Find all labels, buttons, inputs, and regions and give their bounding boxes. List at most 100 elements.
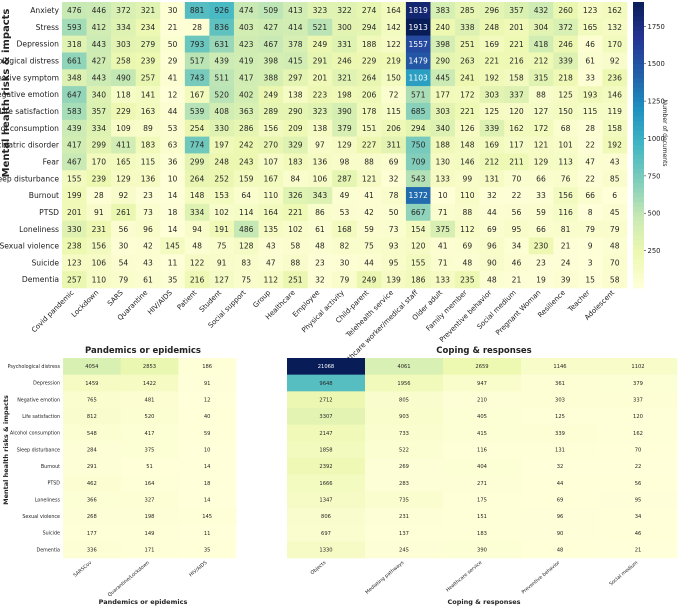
cell-value: 522 bbox=[399, 448, 409, 454]
heat-cell bbox=[599, 424, 678, 442]
cell-value: 142 bbox=[386, 23, 401, 32]
cell-value: 647 bbox=[67, 90, 82, 99]
cell-value: 709 bbox=[411, 158, 426, 167]
cell-value: 390 bbox=[477, 548, 487, 554]
cell-value: 417 bbox=[145, 431, 155, 437]
heat-cell bbox=[209, 69, 235, 87]
heat-cell bbox=[178, 508, 237, 525]
heat-cell bbox=[62, 187, 87, 205]
cell-value: 133 bbox=[436, 174, 451, 183]
cell-value: 246 bbox=[337, 57, 352, 66]
cell-value: 774 bbox=[190, 141, 205, 150]
cell-value: 75 bbox=[364, 242, 374, 251]
heat-cell bbox=[528, 136, 554, 154]
heat-cell bbox=[528, 237, 554, 255]
heat-cell bbox=[602, 254, 628, 272]
row-label: PTSD bbox=[47, 481, 60, 487]
cell-value: 291 bbox=[313, 57, 328, 66]
heat-cell bbox=[209, 220, 235, 238]
cell-value: 750 bbox=[411, 141, 426, 150]
heat-cell bbox=[381, 18, 407, 36]
row-label: Negative emotion bbox=[0, 90, 59, 99]
heat-cell bbox=[602, 35, 628, 53]
heat-cell bbox=[443, 358, 522, 375]
cell-value: 361 bbox=[555, 381, 565, 387]
cell-value: 71 bbox=[438, 208, 448, 217]
heat-cell bbox=[86, 69, 112, 87]
cell-value: 338 bbox=[460, 23, 475, 32]
heat-cell bbox=[405, 102, 431, 121]
heat-cell bbox=[287, 491, 366, 509]
cell-value: 156 bbox=[264, 124, 279, 133]
cell-value: 51 bbox=[146, 464, 153, 470]
cell-value: 234 bbox=[141, 23, 156, 32]
cell-value: 667 bbox=[411, 208, 426, 217]
heat-cell bbox=[160, 237, 186, 255]
heat-cell bbox=[504, 220, 530, 238]
colorbar-segment bbox=[633, 102, 644, 108]
heat-cell bbox=[381, 2, 407, 20]
heat-cell bbox=[233, 102, 259, 121]
heat-cell bbox=[504, 69, 530, 87]
heat-cell bbox=[86, 271, 112, 289]
cell-value: 113 bbox=[558, 158, 573, 167]
heat-cell bbox=[479, 220, 505, 238]
cell-value: 127 bbox=[534, 107, 549, 116]
cell-value: 446 bbox=[92, 6, 107, 15]
heat-cell bbox=[356, 170, 382, 188]
colorbar-segment bbox=[633, 68, 644, 74]
cell-value: 34 bbox=[635, 514, 642, 520]
cell-value: 543 bbox=[411, 174, 426, 183]
colorbar-segment bbox=[633, 49, 644, 55]
cell-value: 30 bbox=[340, 259, 350, 268]
heat-cell bbox=[443, 524, 522, 542]
cell-value: 903 bbox=[399, 414, 409, 420]
cell-value: 239 bbox=[141, 57, 156, 66]
heat-cell bbox=[184, 136, 210, 154]
cell-value: 261 bbox=[116, 208, 131, 217]
cell-value: 150 bbox=[558, 107, 573, 116]
heat-cell bbox=[577, 18, 603, 36]
heat-cell bbox=[209, 187, 235, 205]
cell-value: 1422 bbox=[143, 381, 156, 387]
heat-cell bbox=[111, 203, 136, 222]
heat-cell bbox=[356, 69, 382, 87]
cell-value: 99 bbox=[462, 174, 472, 183]
cell-value: 251 bbox=[288, 275, 303, 284]
cell-value: 169 bbox=[485, 141, 500, 150]
cell-value: 155 bbox=[411, 259, 426, 268]
heat-cell bbox=[365, 358, 444, 375]
cell-value: 162 bbox=[633, 431, 643, 437]
heat-cell bbox=[430, 187, 456, 205]
cell-value: 14 bbox=[168, 191, 178, 200]
heat-cell bbox=[62, 271, 87, 289]
cell-value: 263 bbox=[460, 57, 475, 66]
heat-cell bbox=[283, 2, 308, 20]
heat-cell bbox=[63, 474, 121, 492]
colorbar-segment bbox=[633, 6, 644, 12]
heat-cell bbox=[455, 136, 480, 154]
heat-cell bbox=[521, 541, 600, 559]
cell-value: 44 bbox=[557, 481, 564, 487]
cell-value: 289 bbox=[264, 107, 279, 116]
cell-value: 56 bbox=[635, 481, 642, 487]
heat-cell bbox=[405, 170, 431, 188]
cell-value: 439 bbox=[67, 124, 82, 133]
cell-value: 66 bbox=[536, 174, 546, 183]
cell-value: 70 bbox=[635, 448, 642, 454]
colorbar-segment bbox=[633, 278, 644, 284]
heat-cell bbox=[160, 35, 186, 53]
cell-value: 806 bbox=[321, 514, 331, 520]
cell-value: 21 bbox=[512, 275, 522, 284]
heat-cell bbox=[405, 2, 431, 20]
heat-cell bbox=[283, 220, 308, 238]
heat-cell bbox=[233, 254, 259, 272]
heat-cell bbox=[307, 187, 333, 205]
heat-cell bbox=[332, 170, 358, 188]
cell-value: 95 bbox=[389, 259, 399, 268]
row-label: Suicide bbox=[31, 258, 59, 267]
heat-cell bbox=[184, 203, 210, 222]
heat-cell bbox=[86, 102, 112, 121]
heat-cell bbox=[178, 524, 237, 542]
colorbar: 250 500 750 1000 1250 1500 1750 bbox=[633, 2, 665, 289]
